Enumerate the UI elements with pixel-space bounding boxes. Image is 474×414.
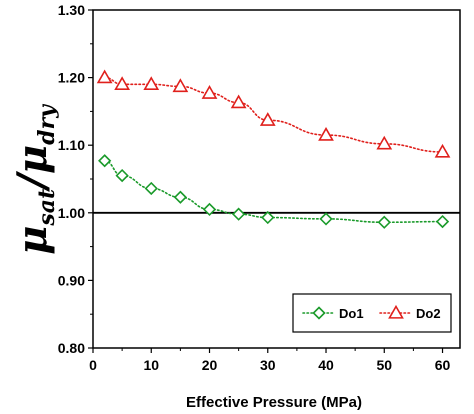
series-line-do2 [103,76,444,153]
y-tick-label: 0.90 [58,272,85,288]
data-point-do2 [376,135,393,150]
series-line-do1 [103,159,444,224]
legend: Do1 Do2 [292,293,452,333]
y-axis-label-dry: dry [34,103,60,145]
series-group [96,69,451,229]
data-point-do2 [172,78,189,93]
svg-text:μsat/μdry: μsat/μdry [9,103,60,255]
x-tick-label: 30 [260,357,276,373]
x-tick-label: 60 [435,357,451,373]
y-tick-label: 1.10 [58,137,85,153]
x-tick-label: 20 [202,357,218,373]
data-point-do1 [377,215,391,229]
y-axis-label-sat: sat [34,189,60,227]
data-point-do2 [201,85,218,99]
y-tick-label: 1.30 [58,2,85,18]
y-tick-label: 1.20 [58,70,85,86]
x-tick-label: 0 [89,357,97,373]
data-point-do1 [202,202,217,217]
y-axis-label-slash: / [9,171,56,193]
x-axis-label: Effective Pressure (MPa) [186,394,362,411]
series-do1 [98,154,450,229]
data-point-do2 [434,143,451,158]
x-tick-label: 40 [318,357,334,373]
x-tick-label: 10 [143,357,159,373]
legend-marker-do2 [388,304,404,319]
data-point-do1 [261,210,275,225]
data-point-do2 [259,112,276,126]
data-point-do1 [319,212,333,226]
data-point-do2 [143,76,160,91]
data-point-do1 [144,181,158,196]
series-do2 [96,69,451,158]
y-tick-label: 0.80 [58,340,85,356]
y-tick-label: 1.00 [58,205,85,221]
data-point-do2 [96,69,113,84]
legend-marker-do1 [312,306,326,320]
data-point-do1 [98,154,112,168]
legend-label-do1: Do1 [339,306,364,321]
y-axis-label: μsat/μdry [9,103,60,255]
y-axis-label-mu-sat: μ [9,226,56,255]
data-point-do1 [435,214,450,229]
data-point-do2 [318,126,334,141]
y-axis-label-mu-dry: μ [9,145,56,174]
data-point-do1 [232,207,246,221]
legend-label-do2: Do2 [416,306,441,321]
data-point-do1 [115,168,129,183]
axes-group: 0 10 20 30 40 50 60 1.30 1.20 1.10 1.00 0.90 0.80 [58,2,461,373]
data-point-do1 [173,190,188,204]
data-point-do2 [230,94,247,109]
x-tick-label: 50 [376,357,392,373]
data-point-do2 [114,76,131,91]
